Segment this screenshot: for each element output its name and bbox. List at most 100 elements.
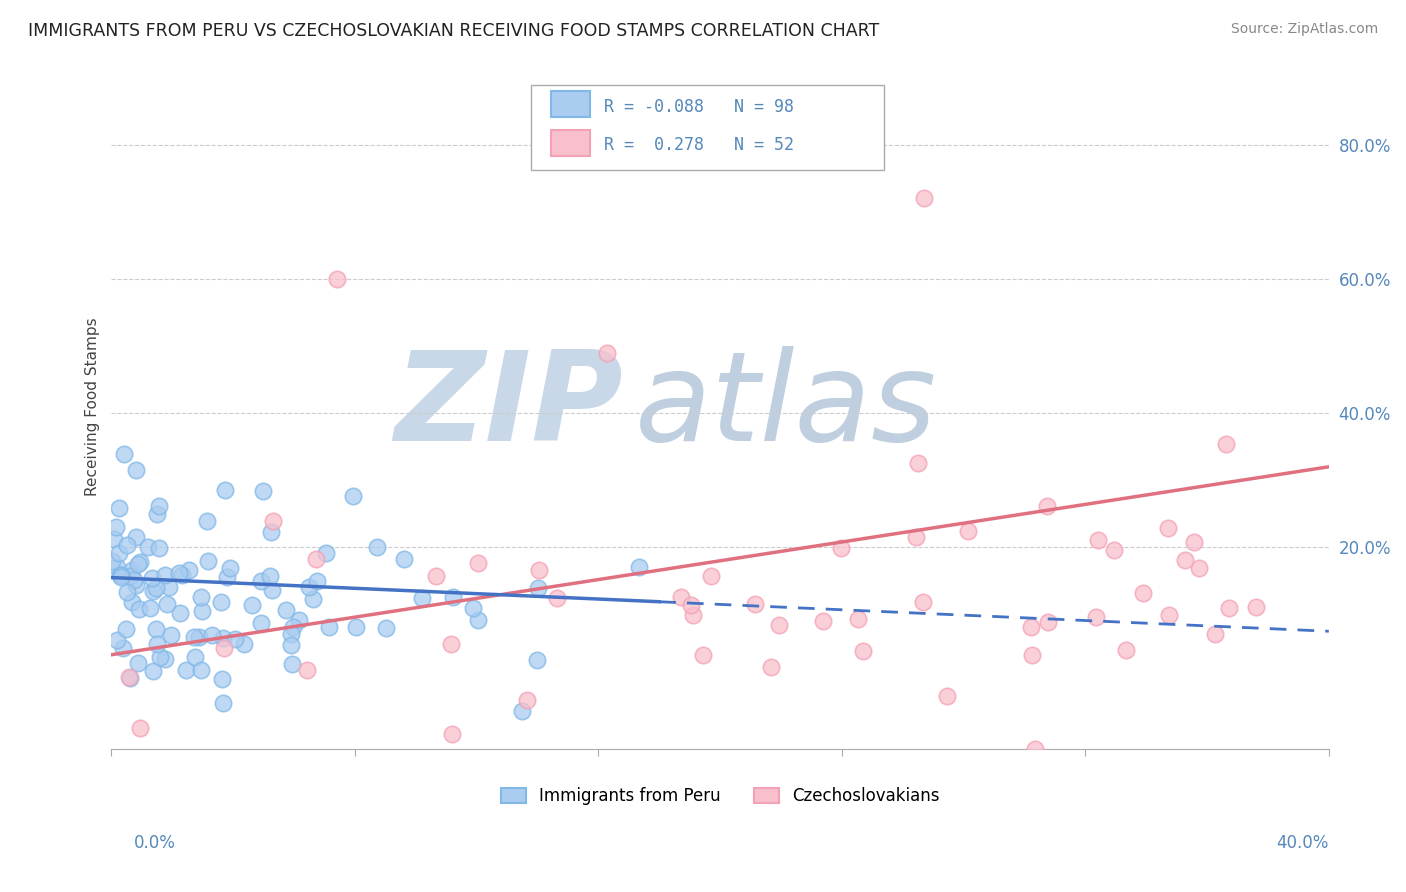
Point xyxy=(1024,741,1046,756)
Point xyxy=(224,632,246,647)
Point xyxy=(115,622,138,636)
Point xyxy=(1087,533,1109,547)
Point xyxy=(136,540,159,554)
Point xyxy=(912,191,935,205)
FancyBboxPatch shape xyxy=(531,85,884,170)
Point xyxy=(305,551,328,566)
Point xyxy=(122,574,145,588)
Point xyxy=(297,663,319,677)
Point xyxy=(1204,627,1226,641)
Point xyxy=(1102,543,1125,558)
Point xyxy=(160,627,183,641)
Point xyxy=(768,617,790,632)
Point xyxy=(759,660,782,674)
Point xyxy=(315,546,337,560)
FancyBboxPatch shape xyxy=(551,130,591,156)
Point xyxy=(1215,436,1237,450)
Point xyxy=(692,648,714,662)
Point xyxy=(510,704,533,718)
Text: R = -0.088   N = 98: R = -0.088 N = 98 xyxy=(605,98,794,116)
Y-axis label: Receiving Food Stamps: Receiving Food Stamps xyxy=(86,317,100,496)
Point xyxy=(1019,620,1042,634)
Point xyxy=(179,563,201,577)
Point xyxy=(830,541,852,555)
Point xyxy=(149,649,172,664)
Point xyxy=(121,595,143,609)
Point xyxy=(148,499,170,513)
FancyBboxPatch shape xyxy=(551,92,591,118)
Point xyxy=(1182,535,1205,549)
Point xyxy=(110,568,132,582)
Point xyxy=(259,524,281,539)
Legend: Immigrants from Peru, Czechoslovakians: Immigrants from Peru, Czechoslovakians xyxy=(501,788,939,805)
Point xyxy=(183,630,205,644)
Point xyxy=(128,721,150,735)
Point xyxy=(169,566,191,581)
Point xyxy=(529,563,551,577)
Point xyxy=(274,602,297,616)
Text: 40.0%: 40.0% xyxy=(1277,834,1329,852)
Point xyxy=(252,483,274,498)
Point xyxy=(1159,608,1181,623)
Point xyxy=(1132,586,1154,600)
Point xyxy=(146,507,169,521)
Point xyxy=(190,590,212,604)
Point xyxy=(1156,521,1178,535)
Point xyxy=(107,501,129,516)
Point xyxy=(240,599,263,613)
Point xyxy=(1038,615,1060,629)
Point xyxy=(108,568,131,582)
Point xyxy=(526,653,548,667)
Point xyxy=(112,447,135,461)
Point xyxy=(342,489,364,503)
Point xyxy=(957,524,980,538)
Point xyxy=(115,538,138,552)
Point xyxy=(215,570,238,584)
Point xyxy=(197,554,219,568)
Point xyxy=(191,604,214,618)
Point xyxy=(595,345,617,359)
Point xyxy=(108,546,131,560)
Point xyxy=(249,574,271,589)
Point xyxy=(118,568,141,582)
Point xyxy=(1218,601,1240,615)
Point xyxy=(212,631,235,645)
Point xyxy=(1188,561,1211,575)
Point xyxy=(318,620,340,634)
Point xyxy=(1036,499,1059,513)
Point xyxy=(111,640,134,655)
Text: atlas: atlas xyxy=(636,346,936,467)
Text: Source: ZipAtlas.com: Source: ZipAtlas.com xyxy=(1230,22,1378,37)
Point xyxy=(527,581,550,595)
Point xyxy=(125,530,148,544)
Point xyxy=(129,555,152,569)
Point xyxy=(105,560,128,574)
Point xyxy=(209,595,232,609)
Point xyxy=(1115,643,1137,657)
Point xyxy=(681,598,703,612)
Point xyxy=(103,532,125,546)
Point xyxy=(190,663,212,677)
Point xyxy=(125,463,148,477)
Point xyxy=(118,670,141,684)
Point xyxy=(214,483,236,497)
Point xyxy=(682,607,704,622)
Point xyxy=(441,591,464,605)
Point xyxy=(280,638,302,652)
Point xyxy=(411,591,433,605)
Point xyxy=(170,568,193,582)
Point xyxy=(145,638,167,652)
Point xyxy=(440,637,463,651)
Point xyxy=(157,580,180,594)
Point xyxy=(281,620,304,634)
Point xyxy=(145,623,167,637)
Point xyxy=(326,272,349,286)
Point xyxy=(280,626,302,640)
Point xyxy=(142,664,165,678)
Point xyxy=(153,652,176,666)
Point xyxy=(374,621,396,635)
Text: IMMIGRANTS FROM PERU VS CZECHOSLOVAKIAN RECEIVING FOOD STAMPS CORRELATION CHART: IMMIGRANTS FROM PERU VS CZECHOSLOVAKIAN … xyxy=(28,22,879,40)
Point xyxy=(188,630,211,644)
Point xyxy=(1174,552,1197,566)
Point xyxy=(811,615,834,629)
